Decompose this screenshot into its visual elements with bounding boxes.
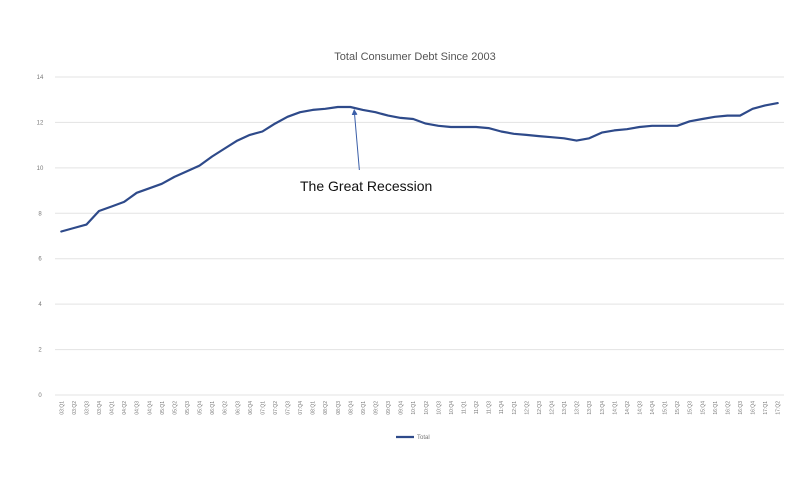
x-tick-label: 17:Q2	[776, 401, 782, 415]
annotation-arrow	[351, 108, 360, 171]
x-axis-ticks: 03:Q1 03:Q2 03:Q3 03:Q4 04:Q1 04:Q2 04:Q3 04:Q4…	[59, 401, 781, 415]
y-tick-label: 0	[38, 393, 42, 399]
x-tick-label: 15:Q1	[663, 401, 669, 415]
x-tick-label: 07:Q1	[260, 401, 266, 415]
y-tick-label: 10	[37, 166, 44, 172]
x-tick-label: 05:Q2	[172, 401, 178, 415]
x-tick-label: 09:Q2	[374, 401, 380, 415]
x-tick-label: 03:Q1	[59, 401, 65, 415]
x-tick-label: 10:Q4	[449, 401, 455, 415]
x-tick-label: 05:Q1	[160, 401, 166, 415]
x-tick-label: 12:Q3	[537, 401, 543, 415]
x-tick-label: 10:Q3	[436, 401, 442, 415]
legend-label: Total	[417, 435, 430, 441]
chart-title: Total Consumer Debt Since 2003	[334, 51, 495, 63]
x-tick-label: 06:Q3	[235, 401, 241, 415]
y-tick-label: 8	[38, 211, 42, 217]
x-tick-label: 08:Q1	[311, 401, 317, 415]
x-tick-label: 04:Q3	[135, 401, 141, 415]
x-tick-label: 09:Q1	[361, 401, 367, 415]
x-tick-label: 11:Q1	[461, 401, 467, 414]
x-tick-label: 16:Q1	[713, 401, 719, 415]
x-tick-label: 16:Q3	[738, 401, 744, 415]
x-tick-label: 06:Q1	[210, 401, 216, 415]
y-tick-label: 12	[37, 120, 44, 126]
series-lines	[60, 101, 779, 233]
y-tick-label: 4	[38, 302, 42, 308]
x-tick-label: 12:Q4	[549, 401, 555, 415]
annotations: The Great Recession	[300, 108, 432, 194]
x-tick-label: 14:Q2	[625, 401, 631, 415]
x-tick-label: 03:Q3	[84, 401, 90, 415]
x-tick-label: 09:Q3	[386, 401, 392, 415]
x-tick-label: 13:Q4	[600, 401, 606, 415]
x-tick-label: 07:Q3	[286, 401, 292, 415]
x-tick-label: 05:Q3	[185, 401, 191, 415]
x-tick-label: 14:Q3	[637, 401, 643, 415]
x-tick-label: 09:Q4	[399, 401, 405, 415]
x-tick-label: 06:Q2	[223, 401, 229, 415]
x-tick-label: 15:Q4	[700, 401, 706, 415]
x-tick-label: 06:Q4	[248, 401, 254, 415]
x-tick-label: 14:Q4	[650, 401, 656, 415]
x-tick-label: 11:Q3	[487, 401, 493, 414]
x-tick-label: 16:Q4	[751, 401, 757, 415]
x-tick-label: 03:Q4	[97, 401, 103, 415]
x-tick-label: 10:Q2	[424, 401, 430, 415]
y-tick-label: 6	[38, 257, 42, 263]
x-tick-label: 05:Q4	[198, 401, 204, 415]
x-tick-label: 17:Q1	[763, 401, 769, 415]
y-axis-ticks: 0 2 4 6 8 10 12 14	[37, 75, 44, 399]
x-tick-label: 07:Q2	[273, 401, 279, 415]
x-tick-label: 03:Q2	[72, 401, 78, 415]
gridlines	[55, 76, 784, 396]
y-tick-label: 2	[38, 348, 42, 354]
series-line-total	[60, 101, 779, 233]
x-tick-label: 12:Q2	[524, 401, 530, 415]
x-tick-label: 15:Q3	[688, 401, 694, 415]
x-tick-label: 08:Q4	[348, 401, 354, 415]
legend: Total	[396, 435, 430, 441]
y-tick-label: 14	[37, 75, 44, 81]
x-tick-label: 10:Q1	[411, 401, 417, 415]
x-tick-label: 11:Q2	[474, 401, 480, 414]
x-tick-label: 08:Q2	[323, 401, 329, 415]
x-tick-label: 13:Q2	[575, 401, 581, 415]
x-tick-label: 13:Q3	[587, 401, 593, 415]
x-tick-label: 16:Q2	[725, 401, 731, 415]
x-tick-label: 12:Q1	[512, 401, 518, 415]
annotation-label: The Great Recession	[300, 178, 432, 194]
x-tick-label: 11:Q4	[499, 401, 505, 414]
x-tick-label: 04:Q1	[110, 401, 116, 415]
x-tick-label: 15:Q2	[675, 401, 681, 415]
x-tick-label: 14:Q1	[612, 401, 618, 415]
x-tick-label: 04:Q2	[122, 401, 128, 415]
x-tick-label: 13:Q1	[562, 401, 568, 415]
x-tick-label: 08:Q3	[336, 401, 342, 415]
x-tick-label: 04:Q4	[147, 401, 153, 415]
x-tick-label: 07:Q4	[298, 401, 304, 415]
